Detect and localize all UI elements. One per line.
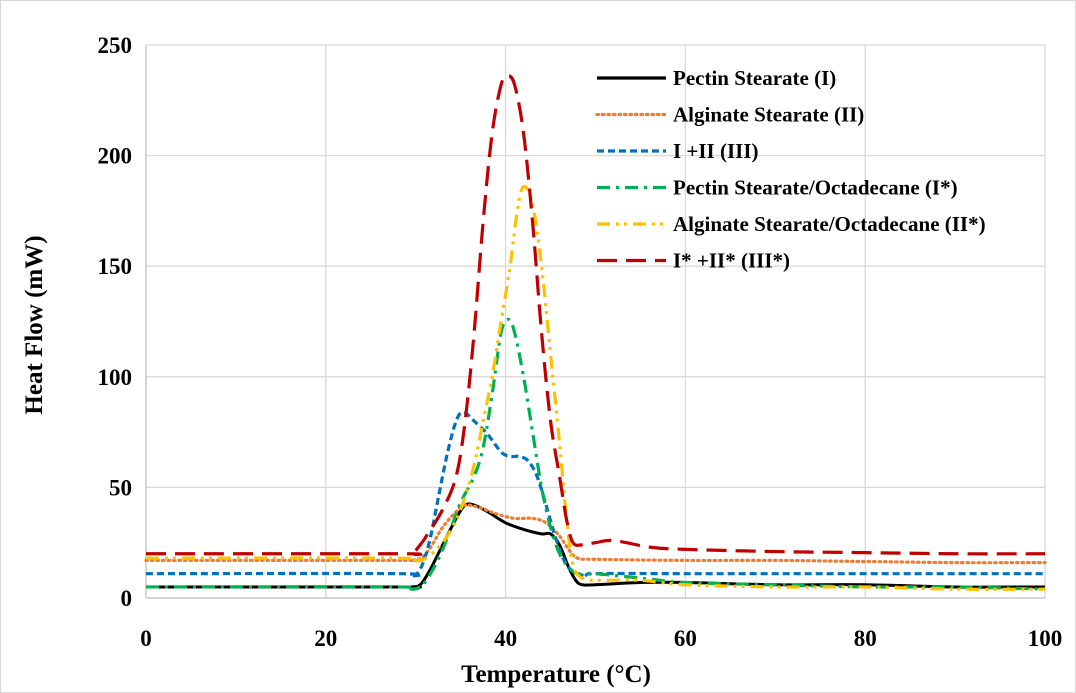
axes bbox=[145, 45, 1045, 599]
legend-item: Alginate Stearate (II) bbox=[595, 103, 864, 127]
x-tick-label: 20 bbox=[314, 626, 337, 651]
series-line-pectin-stearate-octadecane-i bbox=[145, 317, 1046, 591]
gridlines bbox=[146, 44, 1046, 598]
y-tick-label: 150 bbox=[98, 254, 133, 279]
legend-item: I* +II* (III*) bbox=[597, 249, 790, 273]
x-tick-label: 100 bbox=[1028, 626, 1063, 651]
tick-labels: 0 50 100 150 200 250 0 20 40 60 80 100 bbox=[98, 33, 1063, 651]
x-tick-label: 80 bbox=[854, 626, 877, 651]
legend-item: Pectin Stearate (I) bbox=[597, 66, 836, 90]
legend-label: Alginate Stearate/Octadecane (II*) bbox=[673, 212, 986, 236]
legend-label: Pectin Stearate/Octadecane (I*) bbox=[673, 176, 958, 200]
x-tick-label: 0 bbox=[140, 626, 152, 651]
y-axis-title: Heat Flow (mW) bbox=[21, 235, 48, 414]
legend: Pectin Stearate (I) Alginate Stearate (II… bbox=[595, 66, 986, 273]
legend-item: Pectin Stearate/Octadecane (I*) bbox=[597, 176, 958, 200]
series-line-i-ii-iii bbox=[145, 410, 1045, 578]
y-tick-label: 200 bbox=[98, 144, 133, 169]
legend-item: I +II (III) bbox=[597, 139, 759, 163]
y-tick-label: 100 bbox=[98, 365, 133, 390]
legend-label: I +II (III) bbox=[673, 139, 759, 163]
x-tick-label: 40 bbox=[494, 626, 517, 651]
x-tick-label: 60 bbox=[674, 626, 697, 651]
x-axis-title: Temperature (°C) bbox=[461, 661, 651, 688]
series-line-alginate-stearate-octadecane-ii bbox=[145, 184, 1046, 591]
series-lines bbox=[144, 74, 1047, 591]
legend-item: Alginate Stearate/Octadecane (II*) bbox=[597, 212, 986, 236]
y-tick-label: 250 bbox=[98, 33, 133, 58]
y-tick-label: 50 bbox=[109, 475, 132, 500]
legend-label: Alginate Stearate (II) bbox=[673, 103, 864, 127]
legend-label: Pectin Stearate (I) bbox=[673, 66, 836, 90]
y-tick-label: 0 bbox=[121, 586, 133, 611]
legend-label: I* +II* (III*) bbox=[673, 249, 790, 273]
series-line-i-ii-iii bbox=[146, 74, 1046, 557]
